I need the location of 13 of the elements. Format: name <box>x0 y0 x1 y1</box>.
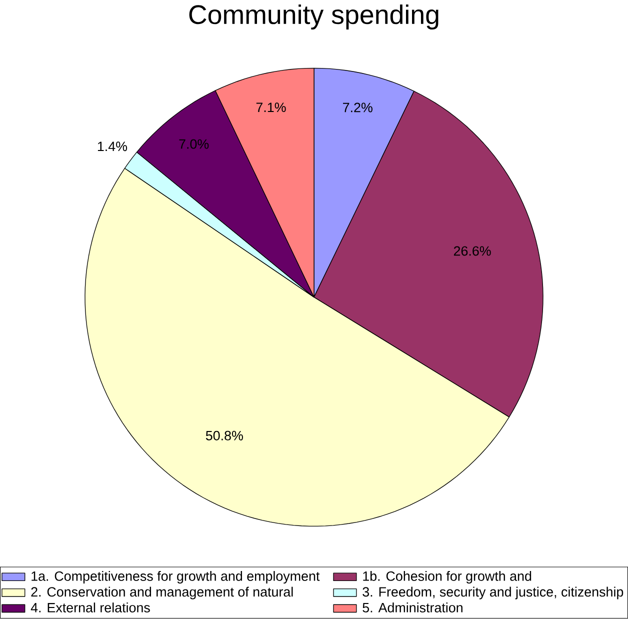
legend-label: 2. Conservation and management of natural <box>31 587 293 600</box>
data-label: 50.8% <box>206 431 243 441</box>
legend-label: 5. Administration <box>362 602 462 613</box>
chart-title: Community spending <box>189 4 438 30</box>
data-label: 26.6% <box>454 246 491 256</box>
data-label: 7.2% <box>343 102 372 112</box>
data-label: 1.4% <box>98 142 128 152</box>
legend-label: 1a. Competitiveness for growth and employment <box>32 571 320 584</box>
data-label: 7.0% <box>179 140 209 149</box>
legend-label: 3. Freedom, security and justice, citizenship <box>362 587 624 600</box>
data-label: 7.1% <box>256 102 286 112</box>
legend-label: 1b. Cohesion for growth and <box>363 571 532 584</box>
legend-label: 4. External relations <box>30 602 150 613</box>
